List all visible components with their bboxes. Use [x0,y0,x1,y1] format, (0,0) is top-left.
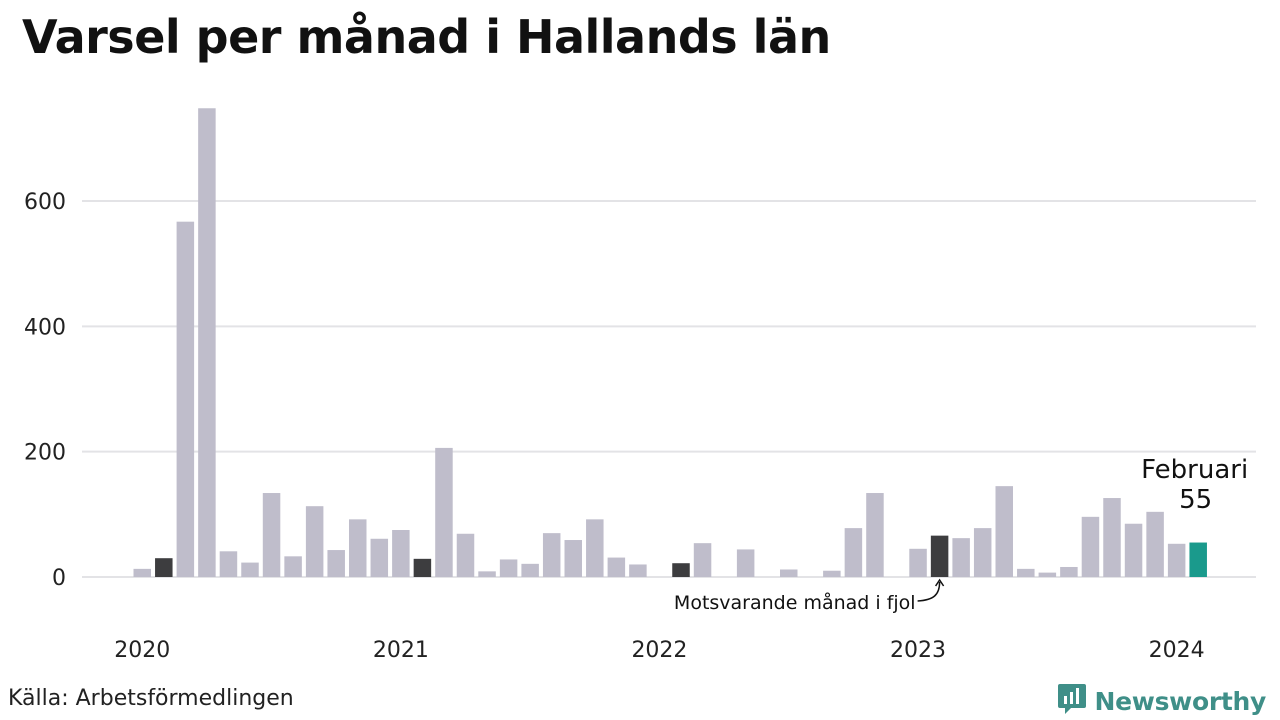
bar [952,538,970,577]
bar [219,551,238,577]
bars [133,108,1207,578]
y-tick-label: 0 [52,566,66,591]
bar [198,108,216,578]
y-tick-label: 600 [24,190,66,215]
brand-logo[interactable]: Newsworthy [1057,682,1267,720]
bar [284,556,302,577]
y-tick-label: 400 [24,315,66,340]
bar [133,568,151,577]
y-tick-label: 200 [24,441,66,466]
bar-chart: 0 200 400 600 2020 2021 2022 2023 2024 Motsvara… [24,108,1256,663]
bar [542,533,561,577]
y-axis-ticks: 0 200 400 600 [24,190,66,591]
x-axis-year-labels: 2020 2021 2022 2023 2024 [114,638,1204,663]
bar [1038,572,1057,577]
bar [1146,511,1164,577]
x-tick-label: 2022 [631,638,687,663]
newsworthy-logo-icon [1057,682,1087,720]
bar [866,493,884,577]
bar [1081,516,1100,577]
bar [1124,523,1143,577]
annotation-arrowhead [934,578,945,587]
source-note: Källa: Arbetsförmedlingen [8,686,294,711]
bar [909,548,927,577]
x-tick-label: 2023 [890,638,946,663]
bar [349,519,367,577]
bar [262,493,281,577]
bar [586,519,604,577]
bar [736,549,755,577]
bar [607,557,626,577]
x-tick-label: 2020 [114,638,170,663]
bar [629,564,647,577]
bar [844,528,863,577]
x-tick-label: 2021 [373,638,429,663]
current-value-label: 55 [1179,485,1212,515]
brand-name: Newsworthy [1094,686,1267,716]
bar [930,535,949,577]
annotation-arrow [917,581,941,602]
bar [413,558,432,577]
bar [176,221,195,577]
bar [521,563,539,577]
bar [693,543,712,577]
bar [1060,566,1078,577]
bar [435,447,453,577]
bar [456,533,475,577]
bar [499,559,518,577]
bar [155,558,173,577]
bar [305,506,324,577]
current-month-label: Februari [1141,455,1248,485]
bar [478,571,496,577]
bar [1103,498,1121,577]
chart-title: Varsel per månad i Hallands län [22,10,831,64]
bar [973,528,992,577]
bar [823,570,841,577]
x-tick-label: 2024 [1149,638,1205,663]
bar [1017,568,1035,577]
bar [995,486,1013,577]
previous-year-annotation: Motsvarande månad i fjol [674,591,916,614]
bar [780,569,798,577]
bar [370,538,389,577]
bar [327,550,345,577]
grid-lines [82,200,1256,578]
bar [241,562,259,577]
bar [392,530,410,577]
bar [564,540,582,577]
bar [1167,543,1186,577]
bar [672,563,690,577]
bar [1189,542,1207,577]
